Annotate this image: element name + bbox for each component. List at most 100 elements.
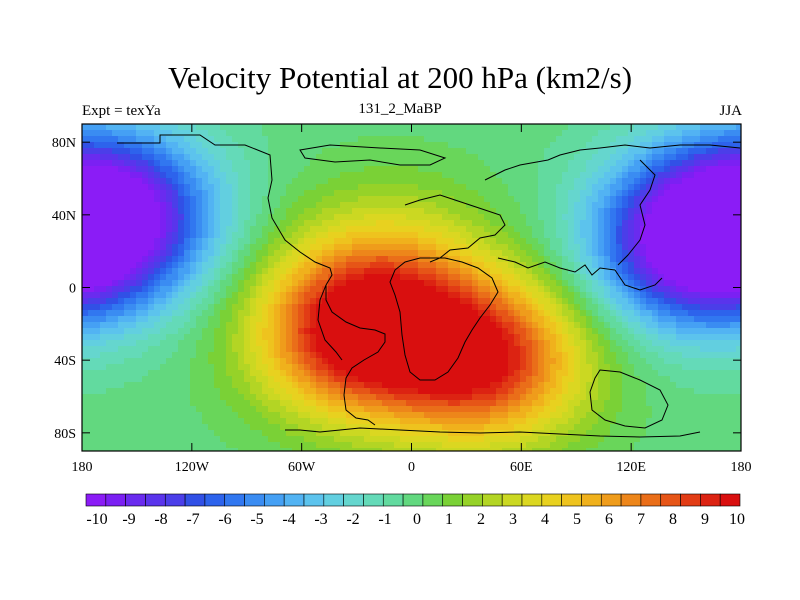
field-cell — [172, 172, 179, 179]
field-cell — [520, 334, 527, 341]
field-cell — [550, 364, 557, 371]
field-cell — [130, 196, 137, 203]
field-cell — [424, 286, 431, 293]
field-cell — [616, 370, 623, 377]
field-cell — [112, 244, 119, 251]
field-cell — [460, 202, 467, 209]
field-cell — [124, 154, 131, 161]
field-cell — [508, 130, 515, 137]
field-cell — [664, 172, 671, 179]
field-cell — [220, 346, 227, 353]
field-cell — [562, 382, 569, 389]
field-cell — [100, 280, 107, 287]
field-cell — [208, 148, 215, 155]
field-cell — [436, 346, 443, 353]
field-cell — [580, 232, 587, 239]
field-cell — [718, 352, 725, 359]
field-cell — [244, 358, 251, 365]
field-cell — [400, 238, 407, 245]
field-cell — [544, 154, 551, 161]
field-cell — [676, 292, 683, 299]
field-cell — [316, 340, 323, 347]
field-cell — [316, 322, 323, 329]
field-cell — [610, 148, 617, 155]
field-cell — [724, 202, 731, 209]
field-cell — [388, 232, 395, 239]
field-cell — [658, 244, 665, 251]
field-cell — [316, 130, 323, 137]
field-cell — [100, 250, 107, 257]
field-cell — [598, 256, 605, 263]
field-cell — [460, 268, 467, 275]
field-cell — [586, 184, 593, 191]
field-cell — [178, 298, 185, 305]
field-cell — [196, 382, 203, 389]
field-cell — [688, 256, 695, 263]
field-cell — [376, 292, 383, 299]
field-cell — [310, 130, 317, 137]
field-cell — [208, 394, 215, 401]
field-cell — [448, 214, 455, 221]
field-cell — [118, 388, 125, 395]
field-cell — [304, 196, 311, 203]
field-cell — [718, 268, 725, 275]
field-cell — [430, 304, 437, 311]
field-cell — [364, 322, 371, 329]
field-cell — [358, 310, 365, 317]
field-cell — [148, 154, 155, 161]
field-cell — [208, 166, 215, 173]
field-cell — [154, 262, 161, 269]
field-cell — [520, 214, 527, 221]
field-cell — [556, 292, 563, 299]
field-cell — [424, 208, 431, 215]
field-cell — [682, 238, 689, 245]
field-cell — [634, 328, 641, 335]
field-cell — [496, 184, 503, 191]
field-cell — [412, 328, 419, 335]
field-cell — [280, 142, 287, 149]
field-cell — [88, 142, 95, 149]
field-cell — [136, 292, 143, 299]
field-cell — [292, 352, 299, 359]
field-cell — [262, 352, 269, 359]
field-cell — [706, 160, 713, 167]
field-cell — [166, 298, 173, 305]
field-cell — [736, 148, 741, 155]
field-cell — [712, 172, 719, 179]
field-cell — [496, 388, 503, 395]
field-cell — [274, 172, 281, 179]
field-cell — [364, 316, 371, 323]
field-cell — [556, 220, 563, 227]
field-cell — [244, 292, 251, 299]
field-cell — [664, 286, 671, 293]
field-cell — [262, 316, 269, 323]
field-cell — [616, 340, 623, 347]
field-cell — [376, 298, 383, 305]
field-cell — [634, 274, 641, 281]
field-cell — [544, 208, 551, 215]
field-cell — [268, 382, 275, 389]
field-cell — [220, 190, 227, 197]
field-cell — [610, 250, 617, 257]
field-cell — [472, 352, 479, 359]
field-cell — [442, 262, 449, 269]
field-cell — [352, 322, 359, 329]
field-cell — [586, 388, 593, 395]
field-cell — [214, 130, 221, 137]
field-cell — [292, 304, 299, 311]
field-cell — [670, 208, 677, 215]
field-cell — [316, 172, 323, 179]
field-cell — [340, 196, 347, 203]
field-cell — [310, 352, 317, 359]
field-cell — [724, 382, 731, 389]
field-cell — [592, 172, 599, 179]
field-cell — [100, 220, 107, 227]
field-cell — [322, 244, 329, 251]
field-cell — [208, 334, 215, 341]
field-cell — [88, 202, 95, 209]
field-cell — [256, 250, 263, 257]
field-cell — [490, 214, 497, 221]
field-cell — [496, 322, 503, 329]
field-cell — [436, 256, 443, 263]
field-cell — [526, 352, 533, 359]
